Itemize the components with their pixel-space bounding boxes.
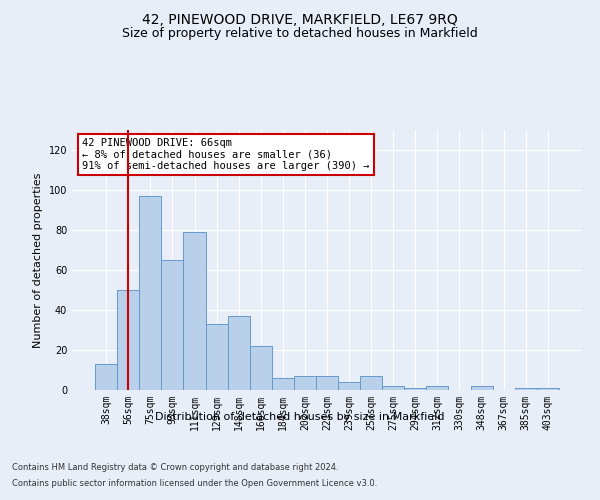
Bar: [206, 324, 227, 390]
Text: 42 PINEWOOD DRIVE: 66sqm
← 8% of detached houses are smaller (36)
91% of semi-de: 42 PINEWOOD DRIVE: 66sqm ← 8% of detache…: [82, 138, 370, 171]
Bar: [316, 376, 338, 390]
Bar: [184, 232, 206, 390]
Bar: [250, 346, 272, 390]
Bar: [227, 316, 250, 390]
Bar: [360, 376, 382, 390]
Bar: [470, 386, 493, 390]
Bar: [515, 388, 537, 390]
Bar: [95, 364, 117, 390]
Bar: [404, 388, 427, 390]
Bar: [537, 388, 559, 390]
Text: Distribution of detached houses by size in Markfield: Distribution of detached houses by size …: [155, 412, 445, 422]
Bar: [161, 260, 184, 390]
Bar: [382, 386, 404, 390]
Text: Size of property relative to detached houses in Markfield: Size of property relative to detached ho…: [122, 28, 478, 40]
Text: Contains public sector information licensed under the Open Government Licence v3: Contains public sector information licen…: [12, 478, 377, 488]
Bar: [117, 290, 139, 390]
Bar: [294, 376, 316, 390]
Bar: [427, 386, 448, 390]
Y-axis label: Number of detached properties: Number of detached properties: [33, 172, 43, 348]
Bar: [139, 196, 161, 390]
Text: 42, PINEWOOD DRIVE, MARKFIELD, LE67 9RQ: 42, PINEWOOD DRIVE, MARKFIELD, LE67 9RQ: [142, 12, 458, 26]
Text: Contains HM Land Registry data © Crown copyright and database right 2024.: Contains HM Land Registry data © Crown c…: [12, 464, 338, 472]
Bar: [338, 382, 360, 390]
Bar: [272, 378, 294, 390]
